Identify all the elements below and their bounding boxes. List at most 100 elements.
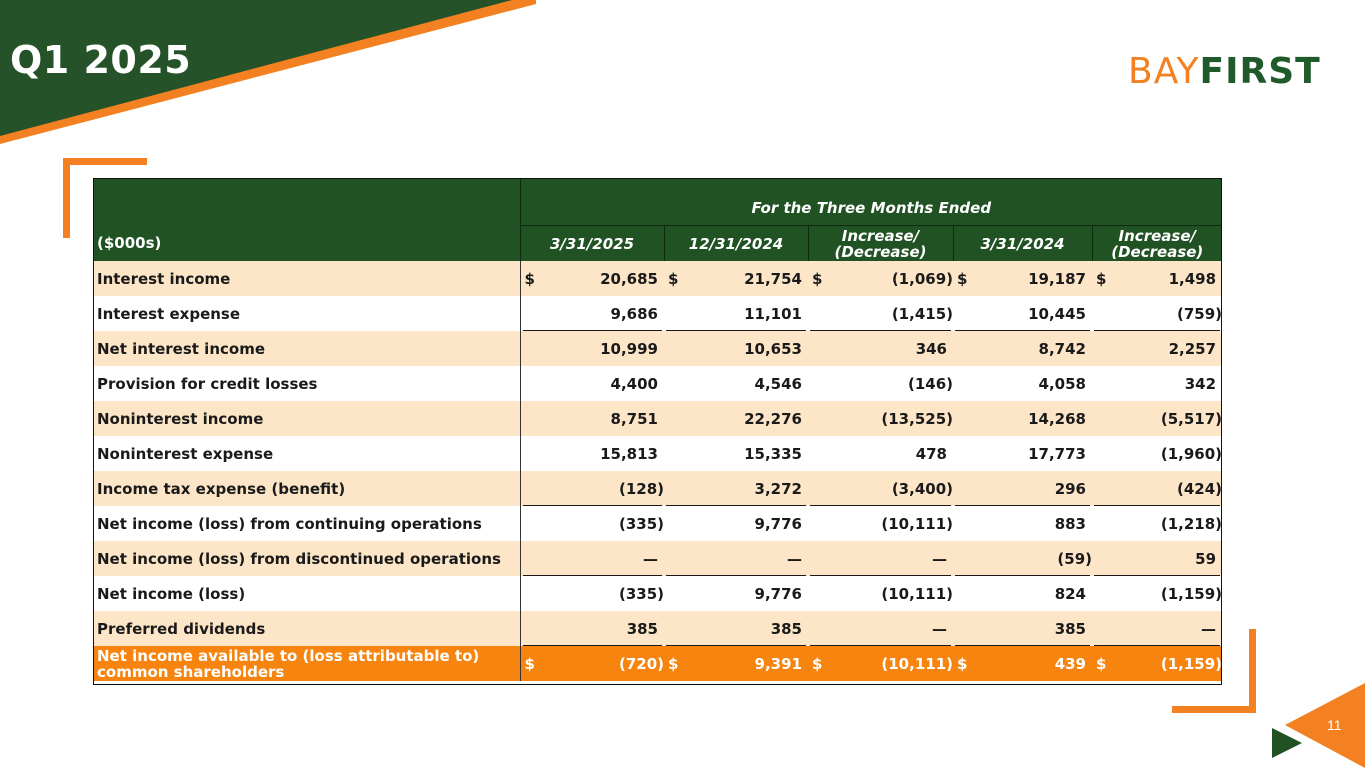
cell-value: 8,751 (610, 409, 658, 428)
cell-value: 4,400 (610, 374, 658, 393)
table-row: Preferred dividends 385 385 — 385 — (93, 611, 1223, 646)
cell-value: 14,268 (1028, 409, 1086, 428)
cell-value: 21,754 (744, 269, 802, 288)
value-cell: 385 (664, 611, 808, 646)
row-label: Net income available to (loss attributab… (93, 646, 521, 681)
cell-value: 385 (1054, 619, 1086, 638)
table-row: Net income (loss) (335) 9,776 (10,111) 824 (1… (93, 576, 1223, 611)
value-cell: 342 (1092, 366, 1223, 401)
table-header-row-1: For the Three Months Ended (93, 178, 1223, 226)
value-cell: 3,272 (664, 471, 808, 506)
cell-value: (13,525) (881, 409, 953, 428)
table-row: Noninterest expense 15,813 15,335 478 17,773… (93, 436, 1223, 471)
value-cell: 15,335 (664, 436, 808, 471)
value-cell: 10,999 (520, 331, 664, 366)
cell-value: 4,546 (754, 374, 802, 393)
value-cell: (3,400) (808, 471, 953, 506)
cell-value: 3,272 (754, 479, 802, 498)
cell-value: (3,400) (891, 479, 953, 498)
cell-value: (424) (1177, 479, 1223, 498)
cell-value: (1,415) (891, 304, 953, 323)
table-row: Interest income $20,685 $21,754 $ (1,069) $19… (93, 261, 1223, 296)
cell-value: 1,498 (1168, 269, 1217, 288)
income-statement-table: For the Three Months Ended ($000s) 3/31/… (93, 178, 1223, 681)
cell-value: 439 (1054, 654, 1086, 673)
company-logo: BAYFIRST (1128, 52, 1321, 92)
cell-value: 10,999 (600, 339, 658, 358)
value-cell: 883 (953, 506, 1092, 541)
table-row: Net interest income 10,999 10,653 346 8,742 2… (93, 331, 1223, 366)
table-row: Interest expense 9,686 11,101 (1,415) 10,445… (93, 296, 1223, 331)
cell-value: 15,813 (600, 444, 658, 463)
value-cell: (1,960) (1092, 436, 1223, 471)
logo-part-first: FIRST (1199, 51, 1321, 92)
units-label: ($000s) (93, 225, 520, 261)
value-cell: 9,686 (520, 296, 664, 331)
decorative-bracket-top-left (63, 158, 147, 238)
value-cell: 478 (808, 436, 953, 471)
value-cell: — (808, 611, 953, 646)
value-cell: — (1092, 611, 1223, 646)
row-label: Noninterest expense (93, 436, 521, 471)
cell-value: (1,218) (1160, 514, 1223, 533)
row-label: Income tax expense (benefit) (93, 471, 521, 506)
cell-value: (335) (618, 584, 664, 603)
row-label: Noninterest income (93, 401, 521, 436)
cell-value: 883 (1054, 514, 1086, 533)
value-cell: — (808, 541, 953, 576)
value-cell: 4,400 (520, 366, 664, 401)
cell-value: 22,276 (744, 409, 802, 428)
value-cell: 9,776 (664, 576, 808, 611)
value-cell: (5,517) (1092, 401, 1223, 436)
cell-value: 385 (770, 619, 802, 638)
cell-value: 385 (626, 619, 658, 638)
header-blank-cell (93, 178, 520, 226)
value-cell: 10,653 (664, 331, 808, 366)
value-cell: 59 (1092, 541, 1223, 576)
currency-symbol: $ (1096, 654, 1107, 673)
row-label: Net income (loss) from continuing operat… (93, 506, 521, 541)
value-cell: 4,058 (953, 366, 1092, 401)
cell-value: 346 (915, 339, 947, 358)
cell-value: 15,335 (744, 444, 802, 463)
value-cell: $1,498 (1092, 261, 1223, 296)
value-cell: $439 (953, 646, 1092, 681)
row-label: Net interest income (93, 331, 521, 366)
value-cell: — (664, 541, 808, 576)
cell-value: 342 (1184, 374, 1217, 393)
value-cell: (10,111) (808, 506, 953, 541)
table-header-row-2: ($000s) 3/31/2025 12/31/2024 Increase/(D… (93, 225, 1223, 261)
value-cell: $20,685 (520, 261, 664, 296)
value-cell: (1,159) (1092, 576, 1223, 611)
cell-value: (10,111) (881, 584, 953, 603)
currency-symbol: $ (957, 269, 968, 288)
value-cell: $21,754 (664, 261, 808, 296)
value-cell: $ (10,111) (808, 646, 953, 681)
cell-value: 824 (1054, 584, 1086, 603)
cell-value: 10,445 (1028, 304, 1086, 323)
cell-value: (1,960) (1160, 444, 1223, 463)
cell-value: 9,391 (754, 654, 802, 673)
cell-value: (10,111) (881, 514, 953, 533)
column-header: 3/31/2025 (519, 225, 664, 261)
title-banner (0, 0, 536, 144)
cell-value: (1,159) (1160, 654, 1223, 673)
currency-symbol: $ (524, 269, 535, 288)
value-cell: 4,546 (664, 366, 808, 401)
cell-value: 296 (1054, 479, 1086, 498)
currency-symbol: $ (524, 654, 535, 673)
play-arrow-icon (1272, 728, 1302, 758)
cell-value: (5,517) (1160, 409, 1223, 428)
logo-part-bay: BAY (1128, 51, 1200, 92)
cell-value: — (932, 549, 947, 568)
value-cell: 10,445 (953, 296, 1092, 331)
cell-value: 9,686 (610, 304, 658, 323)
row-label: Preferred dividends (93, 611, 521, 646)
cell-value: 11,101 (744, 304, 802, 323)
value-cell: (759) (1092, 296, 1223, 331)
period-header: For the Three Months Ended (519, 178, 1223, 226)
value-cell: 346 (808, 331, 953, 366)
value-cell: (1,415) (808, 296, 953, 331)
value-cell: (146) (808, 366, 953, 401)
row-label: Interest income (93, 261, 521, 296)
